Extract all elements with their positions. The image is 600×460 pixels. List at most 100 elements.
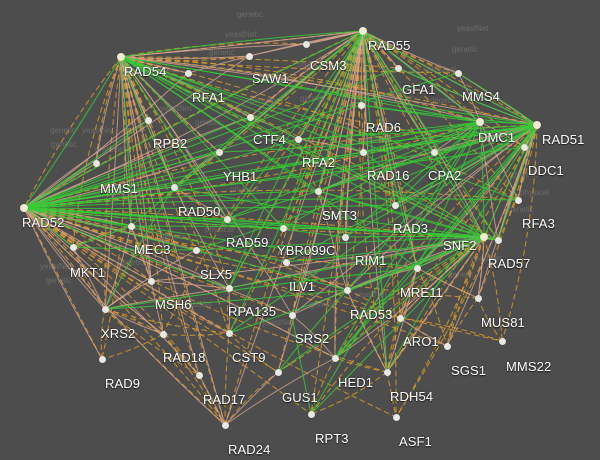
graph-node-ilv1[interactable] bbox=[282, 258, 290, 266]
graph-node-hed1[interactable] bbox=[331, 354, 339, 362]
graph-node-mms22[interactable] bbox=[498, 337, 506, 345]
graph-edge bbox=[23, 207, 226, 426]
graph-node-rad6[interactable] bbox=[357, 101, 365, 109]
graph-node-sgs1[interactable] bbox=[443, 342, 451, 350]
graph-node-mre11[interactable] bbox=[413, 264, 421, 272]
graph-edge bbox=[362, 30, 418, 269]
graph-node-mec3[interactable] bbox=[127, 222, 135, 230]
graph-edge bbox=[226, 121, 481, 220]
graph-node-mms1[interactable] bbox=[92, 159, 100, 167]
graph-node-rfa3[interactable] bbox=[514, 196, 522, 204]
graph-node-msh6[interactable] bbox=[147, 277, 155, 285]
graph-edge bbox=[23, 207, 418, 269]
graph-edge bbox=[285, 261, 348, 291]
graph-edge bbox=[104, 186, 175, 310]
graph-node-rad51[interactable] bbox=[533, 121, 541, 129]
graph-node-rad52[interactable] bbox=[20, 204, 28, 212]
graph-node-gfa1[interactable] bbox=[394, 64, 402, 72]
graph-edge bbox=[23, 207, 164, 335]
graph-node-rad50[interactable] bbox=[170, 183, 178, 191]
graph-edge bbox=[72, 56, 122, 248]
graph-edge bbox=[483, 236, 503, 342]
graph-node-rad24[interactable] bbox=[221, 421, 229, 429]
graph-edge bbox=[162, 30, 364, 335]
graph-node-rad54[interactable] bbox=[117, 53, 125, 61]
graph-node-ctf4[interactable] bbox=[246, 113, 254, 121]
graph-node-mms4[interactable] bbox=[454, 69, 462, 77]
graph-edge bbox=[224, 371, 279, 426]
graph-edge bbox=[497, 124, 538, 241]
graph-node-rad55[interactable] bbox=[359, 27, 367, 35]
graph-node-rad57[interactable] bbox=[494, 236, 502, 244]
graph-edge bbox=[228, 236, 485, 289]
graph-node-snf2[interactable] bbox=[480, 233, 488, 241]
graph-node-mkt1[interactable] bbox=[69, 243, 77, 251]
graph-node-srs2[interactable] bbox=[288, 311, 296, 319]
graph-node-rdh54[interactable] bbox=[383, 368, 391, 376]
graph-edge bbox=[479, 121, 485, 238]
graph-edge bbox=[362, 30, 388, 373]
graph-edge bbox=[104, 225, 132, 310]
graph-edge bbox=[317, 30, 364, 192]
graph-node-saw1[interactable] bbox=[245, 52, 253, 60]
graph-node-xrs2[interactable] bbox=[101, 305, 109, 313]
graph-node-rim1[interactable] bbox=[341, 233, 349, 241]
graph-node-cpa2[interactable] bbox=[430, 148, 438, 156]
graph-edge bbox=[23, 207, 103, 360]
graph-edge bbox=[282, 121, 481, 229]
graph-edge bbox=[291, 314, 312, 415]
graph-edge bbox=[291, 124, 538, 316]
graph-edge bbox=[23, 207, 152, 282]
graph-edge bbox=[362, 30, 485, 238]
graph-edge bbox=[173, 30, 364, 188]
graph-node-smt3[interactable] bbox=[314, 187, 322, 195]
graph-node-dmc1[interactable] bbox=[476, 118, 484, 126]
graph-node-rad18[interactable] bbox=[159, 330, 167, 338]
graph-node-rpt3[interactable] bbox=[307, 410, 315, 418]
graph-edge bbox=[395, 236, 485, 418]
graph-edge bbox=[386, 317, 401, 373]
graph-node-gus1[interactable] bbox=[274, 368, 282, 376]
graph-node-mus81[interactable] bbox=[474, 294, 482, 302]
graph-edge bbox=[416, 124, 538, 269]
graph-edge bbox=[446, 124, 538, 347]
graph-edge bbox=[23, 207, 228, 220]
graph-node-rad59[interactable] bbox=[223, 215, 231, 223]
graph-node-rad53[interactable] bbox=[343, 286, 351, 294]
graph-edge bbox=[228, 30, 364, 289]
graph-edge bbox=[23, 207, 418, 269]
graph-edge bbox=[297, 138, 319, 192]
graph-node-yhb1[interactable] bbox=[215, 148, 223, 156]
graph-node-rad9[interactable] bbox=[98, 355, 106, 363]
graph-edge bbox=[120, 43, 307, 58]
graph-node-slx5[interactable] bbox=[192, 246, 200, 254]
graph-edge bbox=[23, 207, 348, 291]
graph-edge bbox=[483, 124, 538, 238]
graph-edge bbox=[226, 30, 364, 220]
graph-edge bbox=[23, 207, 230, 334]
graph-node-rad3[interactable] bbox=[391, 201, 399, 209]
graph-node-asf1[interactable] bbox=[392, 413, 400, 421]
graph-node-rfa2[interactable] bbox=[294, 135, 302, 143]
graph-edge bbox=[397, 67, 538, 126]
graph-node-rpb2[interactable] bbox=[144, 116, 152, 124]
graph-edge bbox=[346, 121, 481, 291]
graph-edge bbox=[120, 56, 228, 220]
graph-node-ybr099c[interactable] bbox=[279, 224, 287, 232]
graph-edge bbox=[23, 119, 149, 209]
graph-edge bbox=[120, 56, 396, 206]
graph-node-ddc1[interactable] bbox=[520, 143, 528, 151]
graph-node-cst9[interactable] bbox=[225, 329, 233, 337]
graph-node-rad17[interactable] bbox=[195, 371, 203, 379]
graph-node-rfa1[interactable] bbox=[184, 69, 192, 77]
graph-node-rad16[interactable] bbox=[359, 148, 367, 156]
graph-edge bbox=[23, 56, 122, 209]
graph-edge bbox=[362, 30, 538, 126]
graph-node-aro1[interactable] bbox=[396, 314, 404, 322]
graph-edge bbox=[23, 190, 319, 209]
graph-node-rpa135[interactable] bbox=[225, 284, 233, 292]
graph-node-csm3[interactable] bbox=[302, 40, 310, 48]
graph-edge bbox=[501, 124, 538, 342]
graph-edge bbox=[162, 333, 226, 426]
